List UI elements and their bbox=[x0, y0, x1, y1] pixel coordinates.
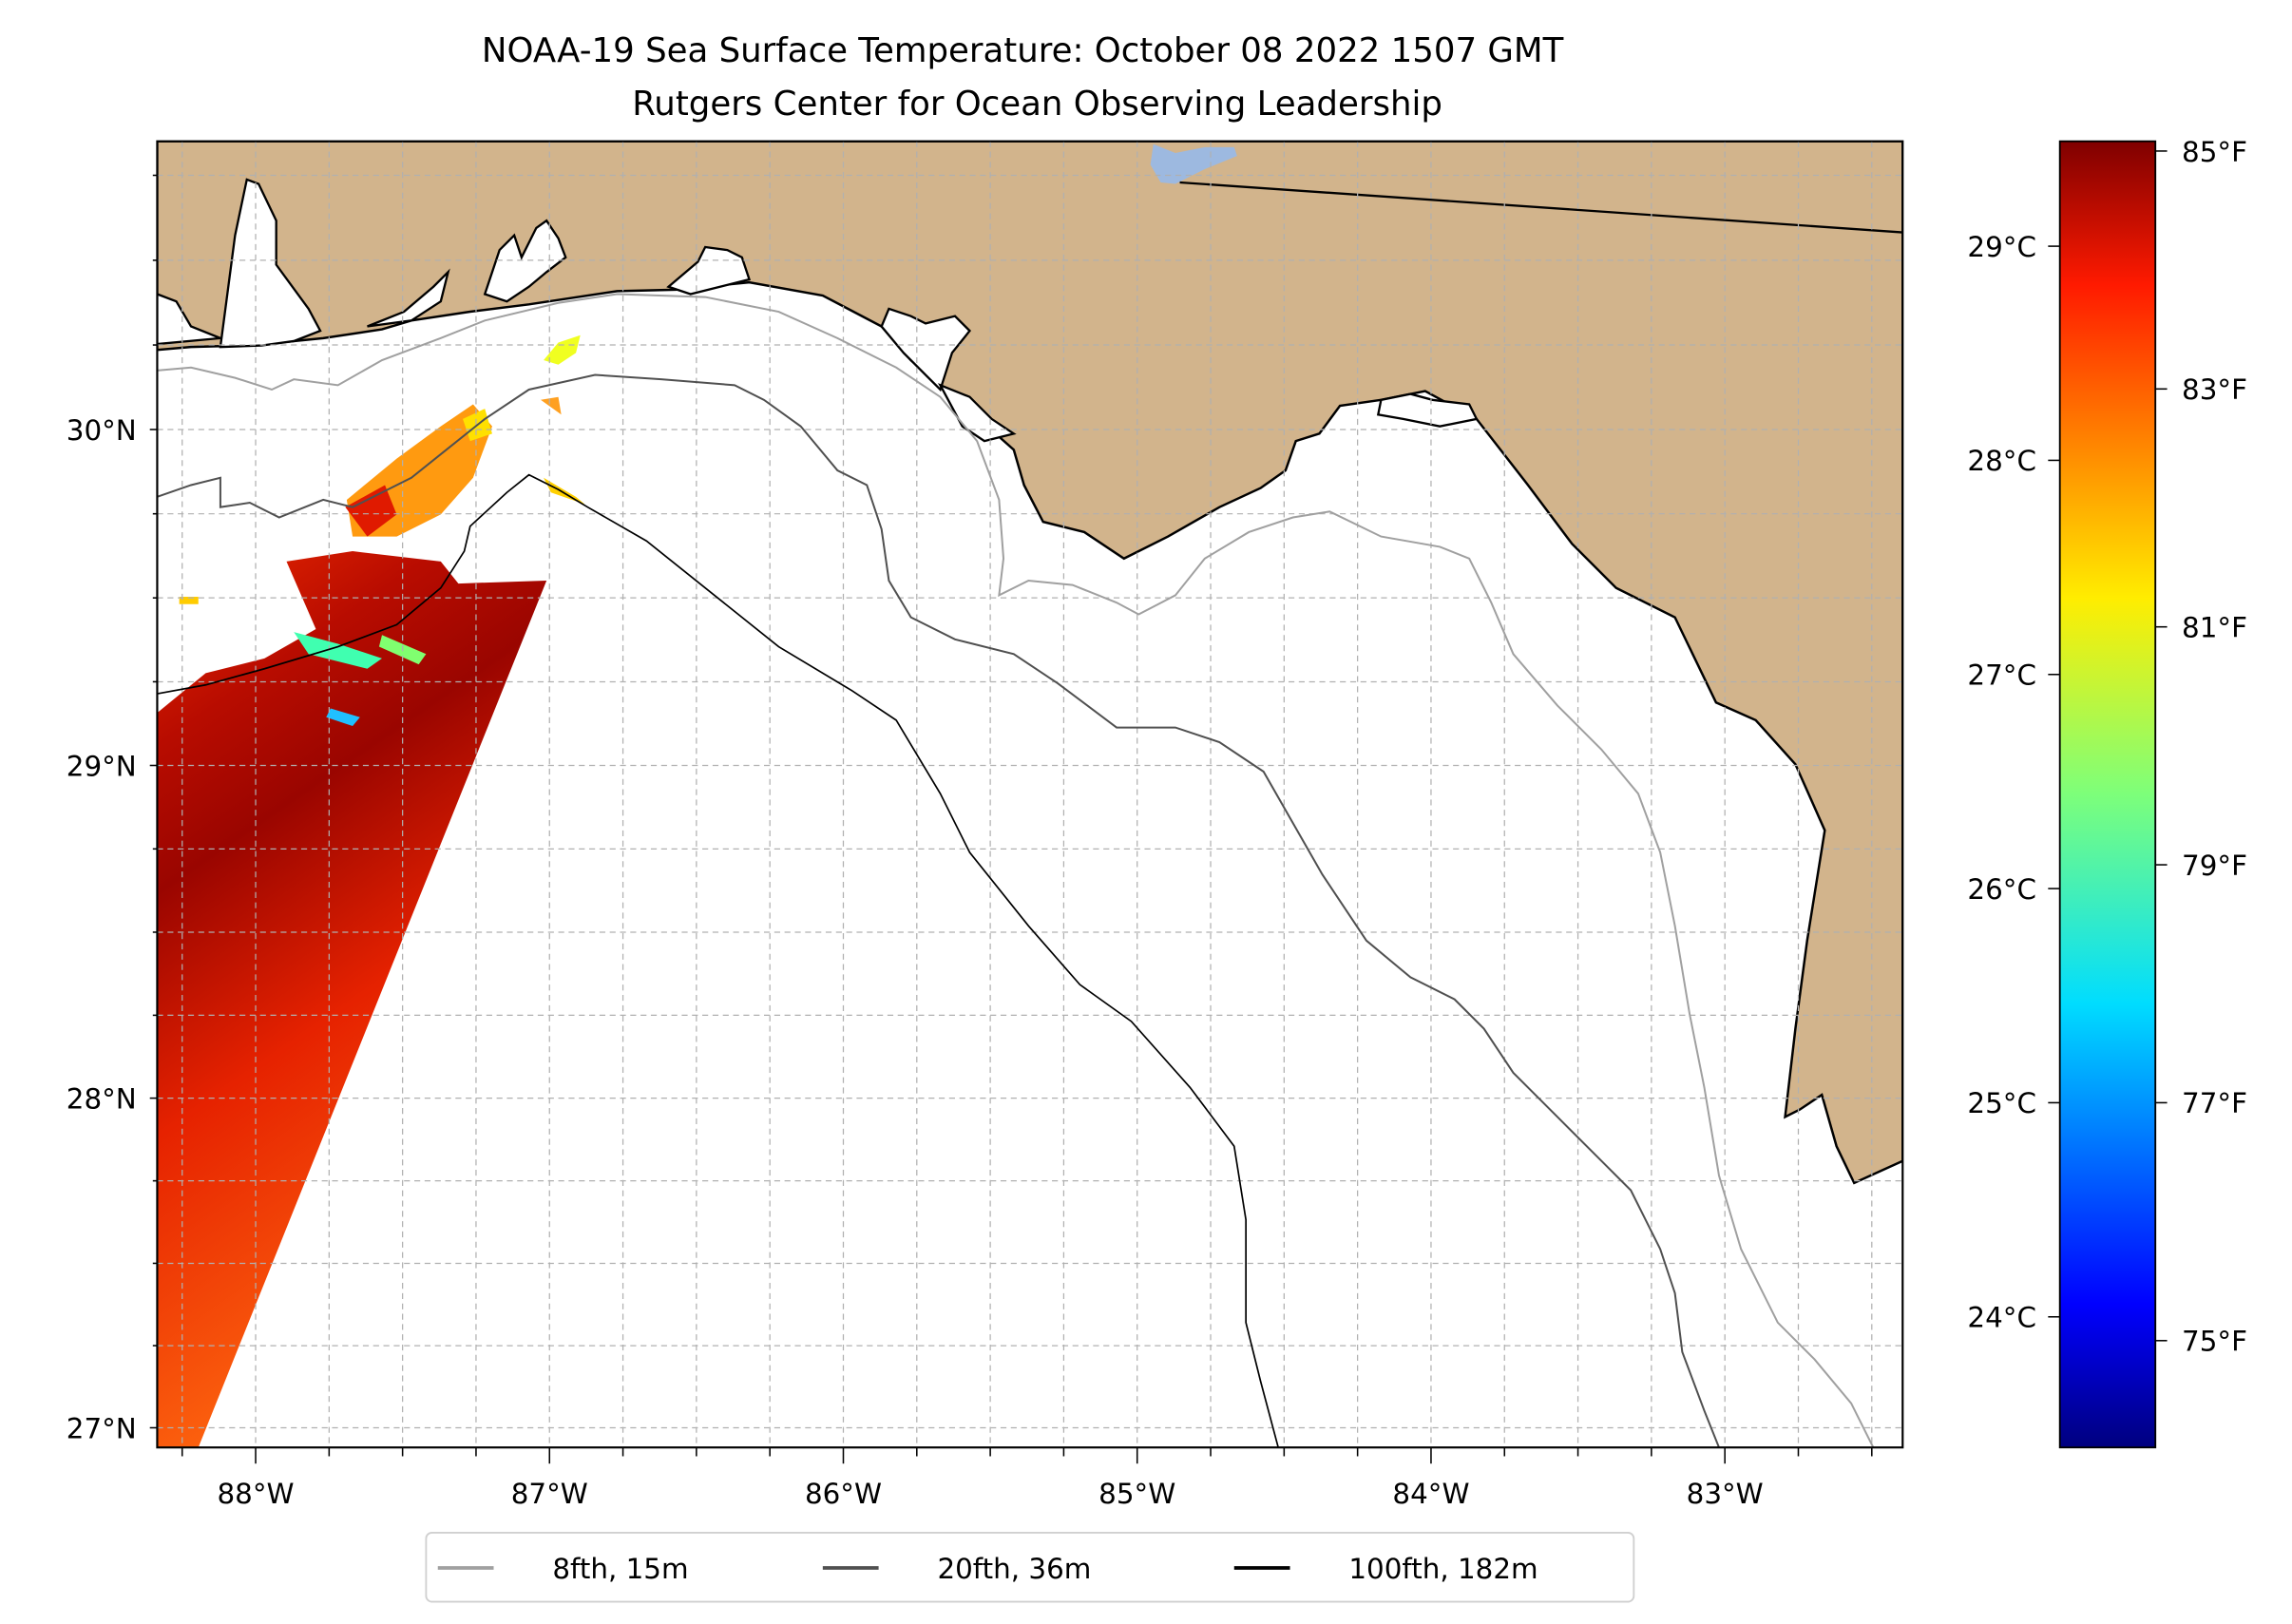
legend: 8fth, 15m 20fth, 36m 100fth, 182m bbox=[425, 1531, 1635, 1603]
sst-swath-main bbox=[157, 551, 547, 1448]
colorbar-label-f: 77°F bbox=[2182, 1087, 2247, 1119]
gridlines bbox=[157, 141, 1903, 1448]
colorbar-label-f: 75°F bbox=[2182, 1326, 2247, 1358]
sst-patch bbox=[540, 396, 562, 415]
legend-box bbox=[425, 1531, 1635, 1603]
colorbar-label-f: 85°F bbox=[2182, 136, 2247, 168]
land bbox=[157, 141, 1903, 1185]
colorbar-label-f: 79°F bbox=[2182, 850, 2247, 882]
chart-title: NOAA-19 Sea Surface Temperature: October… bbox=[482, 31, 1564, 70]
map-axes bbox=[157, 141, 1903, 1448]
colorbar-gradient bbox=[2058, 140, 2157, 1449]
state-border bbox=[1179, 181, 1903, 234]
y-tick-label: 28°N bbox=[67, 1082, 137, 1115]
legend-label: 20fth, 36m bbox=[937, 1553, 1091, 1585]
legend-label: 100fth, 182m bbox=[1348, 1553, 1538, 1585]
sst-patch bbox=[294, 632, 382, 669]
mobile-bay bbox=[219, 178, 322, 349]
colorbar-label-c: 29°C bbox=[1967, 231, 2036, 263]
sst-patch bbox=[345, 485, 397, 537]
x-tick-label: 85°W bbox=[1098, 1478, 1175, 1510]
x-tick-label: 86°W bbox=[805, 1478, 882, 1510]
colorbar-label-c: 28°C bbox=[1967, 445, 2036, 477]
sst-patch bbox=[544, 477, 585, 505]
y-axis: 30°N 29°N 28°N 27°N bbox=[67, 174, 158, 1444]
lake bbox=[1150, 143, 1237, 184]
isobath-20fth bbox=[157, 373, 1720, 1448]
legend-label: 8fth, 15m bbox=[552, 1553, 688, 1585]
bay-inlet bbox=[157, 219, 1479, 443]
x-tick-label: 83°W bbox=[1687, 1478, 1764, 1510]
x-axis: 88°W 87°W 86°W 85°W 84°W 83°W bbox=[181, 1447, 1873, 1510]
chart-subtitle: Rutgers Center for Ocean Observing Leade… bbox=[632, 85, 1442, 124]
x-tick-label: 84°W bbox=[1392, 1478, 1469, 1510]
colorbar-label-c: 27°C bbox=[1967, 659, 2036, 692]
sst-patch bbox=[179, 596, 199, 604]
sst-patch bbox=[544, 334, 581, 365]
isobath-100fth bbox=[157, 473, 1279, 1448]
colorbar: 29°C 28°C 27°C 26°C 25°C 24°C 85°F 83°F 81°F 79°F… bbox=[1967, 136, 2247, 1449]
colorbar-label-f: 83°F bbox=[2182, 373, 2247, 406]
sst-patch bbox=[326, 708, 360, 727]
y-tick-label: 27°N bbox=[67, 1412, 137, 1444]
colorbar-label-c: 25°C bbox=[1967, 1087, 2036, 1119]
x-tick-label: 87°W bbox=[511, 1478, 588, 1510]
colorbar-label-c: 24°C bbox=[1967, 1302, 2036, 1334]
y-tick-label: 29°N bbox=[67, 750, 137, 782]
x-tick-label: 88°W bbox=[217, 1478, 294, 1510]
y-tick-label: 30°N bbox=[67, 414, 137, 447]
colorbar-label-f: 81°F bbox=[2182, 612, 2247, 644]
colorbar-label-c: 26°C bbox=[1967, 873, 2036, 906]
isobath-8fth bbox=[157, 293, 1875, 1448]
map-frame bbox=[156, 140, 1904, 1449]
